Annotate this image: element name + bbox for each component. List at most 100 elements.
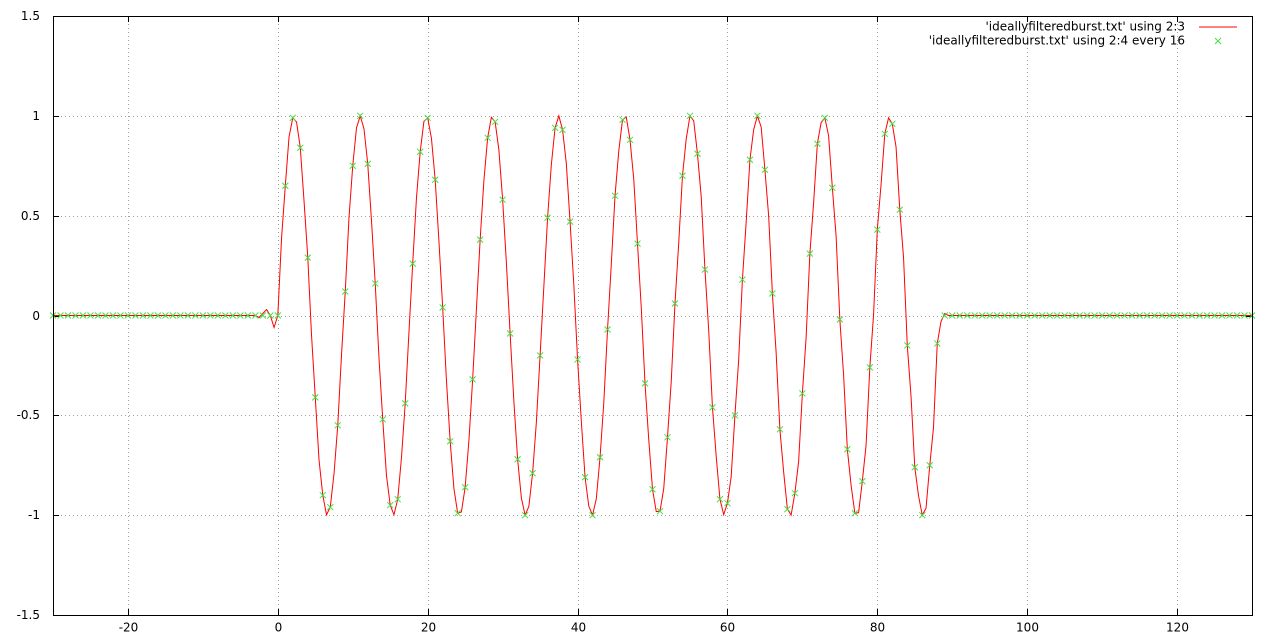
data-point [1091, 312, 1098, 319]
data-point [559, 126, 566, 134]
data-point [948, 312, 956, 319]
data-point [634, 240, 641, 247]
data-point [229, 312, 237, 319]
data-point [724, 499, 731, 507]
data-point [94, 312, 102, 319]
data-point [416, 148, 424, 156]
data-point [57, 312, 64, 319]
data-point [139, 312, 147, 319]
x-tick-label: 60 [720, 621, 735, 635]
legend: 'ideallyfilteredburst.txt' using 2:3'ide… [929, 20, 1237, 48]
data-point [746, 156, 754, 164]
legend-label: 'ideallyfilteredburst.txt' using 2:4 eve… [929, 34, 1185, 48]
data-point [739, 276, 746, 283]
data-point [162, 312, 169, 319]
data-point [1016, 312, 1024, 319]
data-point [124, 312, 132, 319]
data-point [296, 144, 304, 152]
y-tick-label: 0 [32, 309, 40, 323]
data-point [716, 495, 724, 503]
data-point [799, 390, 806, 397]
data-point [1181, 312, 1188, 319]
data-point [79, 312, 87, 319]
data-point [394, 495, 402, 503]
data-point [1053, 312, 1061, 319]
data-point [1211, 312, 1218, 319]
data-point [664, 433, 671, 441]
data-point [326, 503, 334, 511]
y-tick-label: -1.5 [17, 608, 40, 622]
data-point [1083, 312, 1091, 319]
data-point [356, 112, 364, 120]
data-point [694, 150, 701, 158]
data-point [476, 236, 484, 243]
data-point [461, 483, 469, 491]
data-point [656, 507, 664, 515]
data-point [87, 312, 94, 319]
data-point [866, 364, 874, 371]
x-tick-label: 40 [571, 621, 586, 635]
data-point [341, 288, 349, 295]
data-point [581, 473, 589, 481]
data-point [499, 196, 506, 204]
data-point [274, 312, 282, 319]
data-point [986, 312, 994, 319]
data-point [918, 511, 926, 519]
data-point [956, 312, 964, 319]
data-point [102, 312, 109, 319]
data-point [147, 312, 154, 319]
data-point [1203, 312, 1211, 319]
data-point [1008, 312, 1016, 319]
data-point [993, 312, 1001, 319]
x-tick-label: -20 [119, 621, 139, 635]
data-point [1218, 312, 1226, 319]
data-point [109, 312, 117, 319]
data-point [454, 509, 462, 517]
data-point [1226, 312, 1233, 319]
y-tick-label: 0.5 [21, 209, 40, 223]
data-point [873, 226, 881, 233]
data-point [701, 266, 709, 273]
data-point [1166, 312, 1173, 319]
data-point [971, 312, 979, 319]
data-point [941, 312, 949, 319]
data-point [1143, 312, 1151, 319]
plot-layer [49, 112, 1256, 519]
data-point [1076, 312, 1083, 319]
data-point [349, 162, 357, 170]
data-point [1121, 312, 1128, 319]
legend-label: 'ideallyfilteredburst.txt' using 2:3 [986, 20, 1186, 34]
data-point [686, 112, 694, 120]
y-tick-label: 1.5 [21, 9, 40, 23]
data-point [529, 469, 536, 477]
data-point [926, 461, 934, 469]
data-point [1241, 312, 1248, 319]
data-point [1151, 312, 1158, 319]
data-point [364, 160, 372, 168]
y-tick-label: -0.5 [17, 408, 40, 422]
data-point [266, 312, 274, 319]
data-point [1098, 312, 1106, 319]
data-point [1001, 312, 1009, 319]
data-point [566, 218, 574, 226]
data-point [821, 114, 829, 122]
data-point [1233, 312, 1241, 319]
data-point [933, 340, 941, 347]
data-point [1106, 312, 1113, 319]
data-point [154, 312, 162, 319]
data-point [1173, 312, 1181, 319]
data-point [903, 342, 911, 349]
data-point [1196, 312, 1203, 319]
data-point [1188, 312, 1196, 319]
data-point [431, 176, 439, 184]
data-point [828, 184, 836, 192]
data-point [169, 312, 177, 319]
data-point [311, 394, 319, 401]
data-point [281, 182, 289, 190]
data-point [551, 124, 559, 132]
data-point [1031, 312, 1039, 319]
data-point [244, 312, 252, 319]
data-point [132, 312, 139, 319]
plot-border [53, 16, 1253, 616]
